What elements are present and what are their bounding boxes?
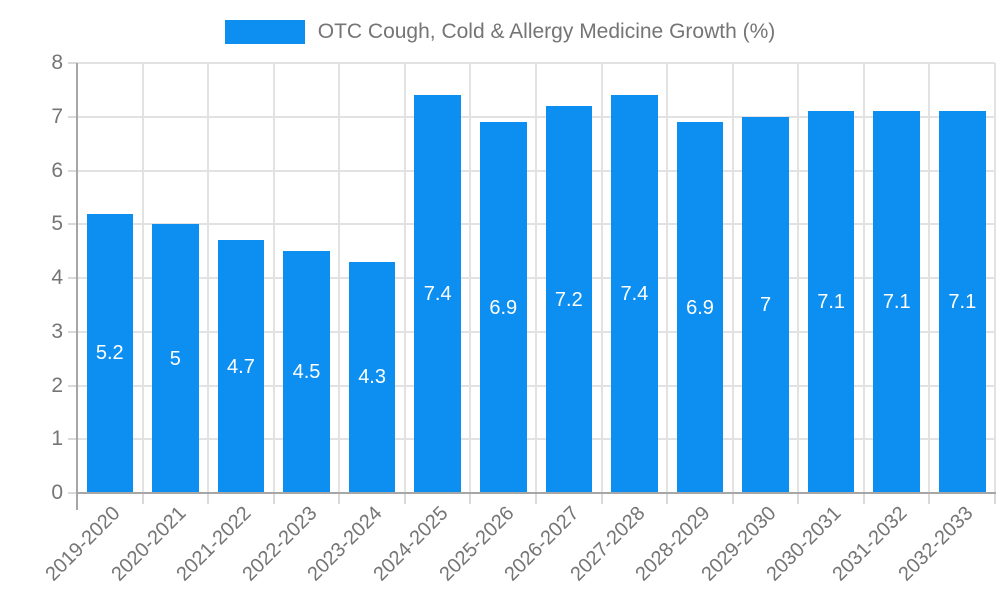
bar-cell: 7.2 bbox=[536, 63, 602, 493]
bar-cell: 5 bbox=[143, 63, 209, 493]
y-axis-tick bbox=[68, 438, 77, 441]
bar-cell: 7.1 bbox=[930, 63, 996, 493]
gridline-vertical bbox=[862, 63, 865, 493]
bars-container: 5.2 5 4.7 4.5 4.3 7.4 6.9 7.2 7.4 6.9 7 7.1 7.1 7.1 bbox=[77, 63, 995, 493]
gridline-vertical bbox=[994, 63, 996, 493]
bar-value-label: 7 bbox=[760, 293, 772, 316]
bar-2028-2029: 6.9 bbox=[676, 122, 724, 493]
bar-2031-2032: 7.1 bbox=[873, 111, 920, 493]
y-tick-label: 7 bbox=[51, 104, 63, 128]
bar-2022-2023: 4.5 bbox=[283, 251, 330, 493]
y-axis-tick bbox=[68, 223, 77, 226]
bar-cell: 4.5 bbox=[274, 63, 340, 493]
bar-value-label: 7.4 bbox=[423, 283, 452, 306]
y-tick-label: 4 bbox=[51, 266, 63, 289]
bar-cell: 6.9 bbox=[470, 63, 536, 493]
gridline-vertical bbox=[731, 63, 734, 493]
y-axis-tick bbox=[68, 277, 77, 279]
x-axis-tick bbox=[862, 494, 865, 504]
bar-value-label: 4.5 bbox=[292, 361, 321, 384]
bar-value-label: 4.7 bbox=[227, 355, 255, 378]
x-axis-labels: 2019-2020 2020-2021 2021-2022 2022-2023 2023… bbox=[41, 493, 995, 593]
x-axis-tick bbox=[272, 494, 275, 504]
bar-value-label: 6.9 bbox=[489, 296, 518, 319]
gridline-vertical bbox=[666, 63, 669, 493]
bar-value-label: 5 bbox=[169, 347, 181, 370]
bar-2023-2024: 4.3 bbox=[348, 261, 396, 493]
bar-cell: 4.7 bbox=[208, 63, 274, 493]
gridline-vertical bbox=[600, 63, 603, 493]
bar-2032-2033: 7.1 bbox=[939, 111, 986, 493]
y-axis-tick bbox=[68, 330, 77, 333]
chart-title: OTC Cough, Cold & Allergy Medicine Growt… bbox=[317, 20, 776, 43]
gridline-vertical bbox=[403, 63, 406, 493]
bar-2021-2022: 4.7 bbox=[217, 240, 265, 493]
x-axis-tick bbox=[666, 494, 669, 504]
y-axis-tick bbox=[68, 115, 77, 118]
x-axis-tick bbox=[141, 494, 144, 504]
gridline-vertical bbox=[535, 63, 537, 493]
y-tick-label: 1 bbox=[51, 427, 63, 451]
bar-2025-2026: 6.9 bbox=[479, 122, 527, 493]
bar-cell: 7.4 bbox=[602, 63, 668, 493]
y-tick-label: 0 bbox=[51, 481, 63, 504]
bar-cell: 7 bbox=[733, 63, 799, 493]
x-axis-tick bbox=[338, 494, 341, 504]
legend-item[interactable]: OTC Cough, Cold & Allergy Medicine Growt… bbox=[224, 20, 776, 44]
gridline-vertical bbox=[207, 63, 210, 493]
gridline-vertical bbox=[141, 63, 144, 493]
y-tick-label: 3 bbox=[51, 319, 63, 343]
bar-value-label: 4.3 bbox=[358, 366, 386, 389]
bar-2019-2020: 5.2 bbox=[86, 213, 134, 493]
y-tick-label: 5 bbox=[51, 212, 63, 236]
y-tick-label: 6 bbox=[51, 158, 63, 182]
bar-value-label: 7.1 bbox=[817, 291, 846, 314]
bar-2029-2030: 7 bbox=[742, 116, 789, 493]
gridline-vertical bbox=[928, 63, 931, 493]
bar-cell: 5.2 bbox=[77, 63, 143, 493]
x-axis-tick bbox=[535, 494, 537, 504]
x-axis-tick bbox=[797, 494, 800, 504]
chart-legend: OTC Cough, Cold & Allergy Medicine Growt… bbox=[0, 20, 1000, 44]
x-axis-tick bbox=[469, 494, 472, 504]
gridline-vertical bbox=[272, 63, 275, 493]
x-axis-tick bbox=[600, 494, 603, 504]
bar-value-label: 7.1 bbox=[882, 291, 911, 314]
bar-value-label: 5.2 bbox=[95, 342, 124, 365]
x-axis-tick bbox=[928, 494, 931, 504]
x-axis-line bbox=[76, 492, 996, 494]
x-axis-tick bbox=[403, 494, 406, 504]
bar-value-label: 6.9 bbox=[686, 296, 714, 319]
bar-value-label: 7.4 bbox=[620, 283, 649, 306]
bar-cell: 7.4 bbox=[405, 63, 471, 493]
bar-cell: 6.9 bbox=[667, 63, 733, 493]
bar-value-label: 7.2 bbox=[554, 288, 583, 311]
y-axis-tick bbox=[68, 384, 77, 387]
y-axis-tick bbox=[68, 169, 77, 172]
legend-swatch bbox=[224, 20, 305, 44]
x-axis-tick bbox=[207, 494, 210, 504]
bar-2027-2028: 7.4 bbox=[611, 95, 658, 493]
x-axis-tick bbox=[731, 494, 734, 504]
bar-cell: 7.1 bbox=[864, 63, 930, 493]
x-axis-tick bbox=[994, 494, 996, 504]
y-tick-label: 8 bbox=[51, 51, 63, 74]
gridline-vertical bbox=[469, 63, 472, 493]
y-axis-line bbox=[76, 63, 78, 510]
bar-cell: 4.3 bbox=[339, 63, 405, 493]
bar-2030-2031: 7.1 bbox=[807, 111, 855, 493]
plot-area: 5.2 5 4.7 4.5 4.3 7.4 6.9 7.2 7.4 6.9 7 7.1 7.1 7.1 0… bbox=[41, 51, 996, 585]
y-axis-tick bbox=[68, 492, 77, 494]
bar-2026-2027: 7.2 bbox=[545, 106, 593, 493]
gridline-vertical bbox=[338, 63, 341, 493]
bar-value-label: 7.1 bbox=[948, 291, 977, 314]
y-tick-label: 2 bbox=[51, 373, 63, 397]
bar-2024-2025: 7.4 bbox=[414, 95, 461, 493]
bar-cell: 7.1 bbox=[798, 63, 864, 493]
gridline-vertical bbox=[797, 63, 800, 493]
y-axis-tick bbox=[68, 62, 77, 64]
bar-2020-2021: 5 bbox=[152, 224, 199, 493]
